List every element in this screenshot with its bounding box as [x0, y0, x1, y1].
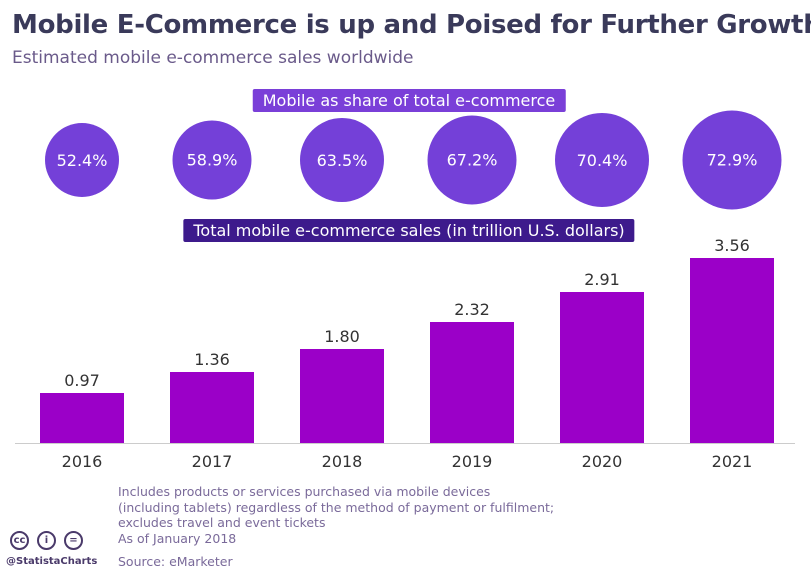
notes: Includes products or services purchased … — [118, 484, 554, 546]
statista-handle: @StatistaCharts — [6, 556, 98, 567]
chart-title: Mobile E-Commerce is up and Poised for F… — [12, 10, 811, 40]
share-circle: 63.5% — [300, 118, 384, 202]
note-line: excludes travel and event tickets — [118, 515, 326, 530]
data-label: 0.97 — [64, 370, 100, 390]
bar — [560, 291, 644, 443]
data-label: 2.32 — [454, 300, 490, 320]
bar — [690, 257, 774, 443]
x-tick-label: 2016 — [61, 452, 103, 471]
note-line: (including tablets) regardless of the me… — [118, 499, 555, 515]
x-tick-label: 2017 — [191, 452, 233, 471]
sales-label: Total mobile e-commerce sales (in trilli… — [183, 219, 635, 242]
data-label: 1.80 — [324, 327, 360, 347]
cc-icon: cc — [10, 531, 29, 550]
x-tick-label: 2018 — [321, 452, 363, 471]
share-label: Mobile as share of total e-commerce — [252, 89, 566, 112]
note-line: As of January 2018 — [118, 530, 237, 546]
source: Source: eMarketer — [118, 554, 233, 569]
x-tick-label: 2021 — [711, 452, 753, 471]
nd-icon: = — [64, 531, 83, 550]
data-label: 3.56 — [714, 235, 750, 255]
bar — [300, 349, 384, 443]
share-circle: 70.4% — [555, 113, 649, 207]
bar — [40, 392, 124, 443]
bar — [430, 322, 514, 443]
share-circle: 58.9% — [172, 120, 252, 200]
note-line: Includes products or services purchased … — [118, 484, 491, 499]
share-circle: 72.9% — [682, 110, 782, 210]
data-label: 1.36 — [194, 350, 230, 370]
data-label: 2.91 — [584, 269, 620, 289]
bar — [170, 372, 254, 443]
chart-subtitle: Estimated mobile e-commerce sales worldw… — [12, 48, 414, 68]
share-circle: 52.4% — [45, 123, 119, 197]
share-circle: 67.2% — [427, 115, 517, 205]
by-icon: i — [37, 531, 56, 550]
x-tick-label: 2019 — [451, 452, 493, 471]
x-tick-label: 2020 — [581, 452, 623, 471]
x-axis-line — [15, 443, 795, 444]
